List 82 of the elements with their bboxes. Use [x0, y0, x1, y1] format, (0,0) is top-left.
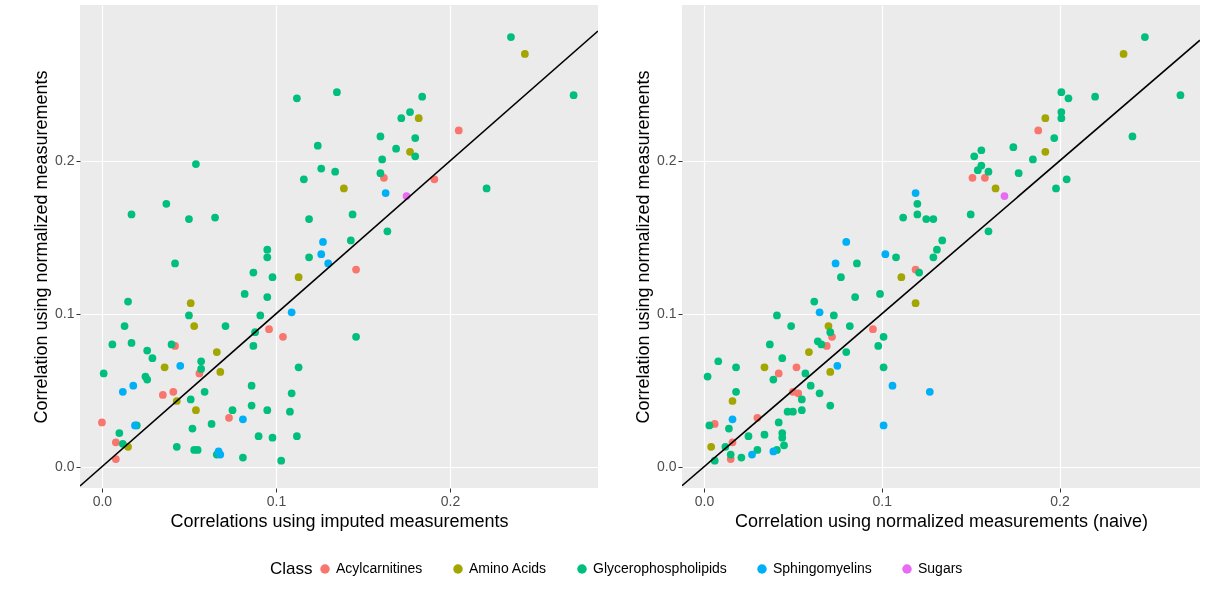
point — [406, 147, 414, 156]
point — [287, 308, 296, 317]
x-axis-title: Correlation using normalized measurements (naive) — [734, 510, 1149, 531]
x-tick-label: 0.0 — [694, 492, 715, 509]
point — [454, 126, 463, 135]
point — [319, 238, 327, 246]
x-tick-label: 0.2 — [1050, 492, 1071, 509]
point — [826, 368, 835, 376]
point — [111, 438, 120, 447]
point — [815, 308, 824, 317]
point — [774, 369, 783, 378]
point — [160, 363, 169, 372]
point — [991, 184, 1000, 193]
y-axis-title: Correlation using normalized measurements — [633, 70, 654, 424]
point — [212, 348, 221, 356]
point — [1034, 126, 1043, 135]
point — [186, 299, 195, 308]
legend-label: Amino Acids — [469, 560, 547, 576]
point — [1041, 114, 1050, 123]
point — [707, 443, 716, 451]
x-tick-label: 0.0 — [92, 492, 113, 509]
point — [925, 387, 934, 396]
point — [1000, 192, 1009, 200]
point — [911, 189, 920, 197]
point — [869, 325, 877, 334]
point — [748, 450, 756, 459]
point — [760, 363, 769, 372]
legend-label: Acylcarnitines — [336, 560, 423, 576]
point — [728, 415, 737, 424]
point — [324, 259, 333, 268]
point — [968, 173, 977, 182]
legend-title: Class — [270, 559, 313, 578]
point — [190, 322, 199, 330]
point — [1041, 147, 1050, 156]
point — [352, 265, 360, 274]
point — [169, 387, 178, 396]
point — [129, 381, 138, 390]
y-tick-label: 0.1 — [55, 305, 75, 322]
point — [381, 189, 390, 197]
point — [805, 348, 813, 356]
point — [1119, 50, 1128, 58]
y-tick-label: 0.0 — [657, 458, 677, 475]
point — [225, 413, 233, 422]
point — [176, 361, 185, 370]
point — [158, 391, 167, 399]
point — [118, 387, 127, 396]
point — [216, 368, 225, 376]
x-tick-label: 0.1 — [872, 492, 893, 509]
point — [842, 238, 851, 246]
point — [317, 250, 326, 259]
y-axis-title: Correlation using normalized measurements — [31, 70, 52, 424]
y-tick-label: 0.0 — [55, 458, 75, 475]
point — [414, 114, 423, 123]
point — [833, 361, 842, 370]
point — [792, 363, 801, 372]
point — [911, 299, 920, 308]
point — [981, 173, 989, 182]
x-axis-title: Correlations using imputed measurements — [170, 510, 509, 531]
x-tick-label: 0.1 — [266, 492, 287, 509]
y-tick-label: 0.2 — [657, 152, 677, 169]
legend-label: Glycerophospholipids — [593, 560, 727, 576]
x-tick-label: 0.2 — [440, 492, 461, 509]
point — [192, 406, 200, 415]
point — [239, 415, 247, 424]
point — [728, 397, 737, 405]
legend-label: Sphingomyelins — [773, 560, 872, 576]
y-tick-label: 0.1 — [657, 305, 677, 322]
point — [897, 273, 906, 282]
point — [794, 389, 803, 398]
point — [831, 259, 840, 268]
legend-label: Sugars — [918, 560, 963, 576]
point — [294, 273, 303, 282]
point — [769, 447, 778, 456]
point — [521, 50, 529, 58]
y-tick-label: 0.2 — [55, 152, 75, 169]
point — [279, 332, 287, 341]
point — [98, 418, 106, 427]
point — [265, 325, 273, 334]
point — [881, 250, 890, 259]
point — [879, 421, 888, 430]
point — [888, 381, 897, 390]
point — [340, 184, 348, 193]
